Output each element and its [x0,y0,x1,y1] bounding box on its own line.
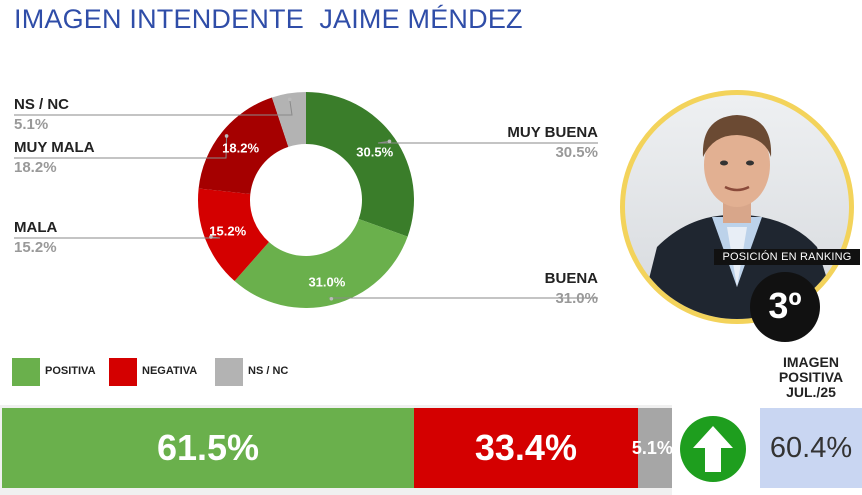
donut-slice-label: 31.0% [308,274,345,289]
side-label-name: MUY MALA [14,139,95,156]
bar-segment-negativa: 33.4% [414,408,638,488]
donut-slice-mala [197,188,269,282]
leader-dot [209,235,213,239]
donut-chart: 30.5% 31.0% 15.2% 18.2% MUY BUENA 30.5% BUENA 3… [14,92,599,308]
leader-dot [287,97,292,102]
donut-slice-buena [234,218,408,308]
legend-label-nsnc: NS / NC [248,365,289,377]
donut-slice-nsnc [271,92,306,147]
bar-segment-nsnc: 5.1% [632,408,673,488]
legend-label-negativa: NEGATIVA [142,365,198,377]
side-label-value: 5.1% [14,116,48,133]
leader-dot [224,134,229,138]
imagen-positiva-title-line: JUL./25 [786,384,836,400]
ranking-caption: POSICIÓN EN RANKING [714,249,860,265]
donut-slice-muy-mala [198,97,289,195]
donut-slice-label: 30.5% [356,145,393,160]
imagen-positiva-title-line: POSITIVA [778,369,844,385]
leader-line [14,135,228,159]
side-label-value: 31.0% [555,290,598,307]
side-label-name: BUENA [545,270,599,287]
page-title: IMAGEN INTENDENTE JAIME MÉNDEZ [14,4,523,34]
legend-swatch-nsnc [215,358,243,386]
leader-dot [387,139,392,144]
side-label-name: NS / NC [14,96,69,113]
leader-line [377,140,598,144]
arrow-up-icon [680,416,746,482]
imagen-positiva-value: 60.4% [760,408,862,488]
donut-slice-label: 18.2% [222,140,259,155]
side-label-value: 15.2% [14,239,57,256]
side-label-name: MALA [14,219,57,236]
donut-slice-muy-buena [306,92,414,237]
imagen-positiva-title: IMAGEN POSITIVA JUL./25 [760,355,862,400]
ranking-badge: 3º [750,272,820,342]
imagen-positiva-title-line: IMAGEN [783,354,839,370]
side-label-value: 18.2% [14,159,57,176]
leader-dot [329,296,334,301]
legend-swatch-positiva [12,358,40,386]
side-label-name: MUY BUENA [507,124,598,141]
legend-swatch-negativa [109,358,137,386]
bar-segment-positiva: 61.5% [2,408,415,488]
side-label-value: 30.5% [555,144,598,161]
leader-line [14,236,221,239]
legend-label-positiva: POSITIVA [45,365,96,377]
leader-line [14,99,293,116]
candidate-photo [617,87,857,327]
donut-slice-label: 15.2% [209,223,246,238]
